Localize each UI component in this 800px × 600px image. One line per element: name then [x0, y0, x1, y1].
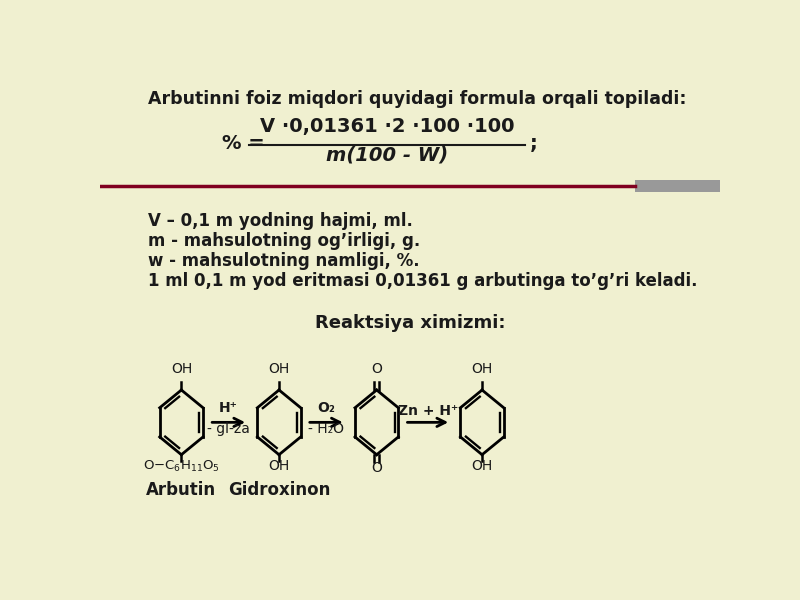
- Text: O: O: [371, 362, 382, 376]
- Text: m(100 - W): m(100 - W): [326, 146, 448, 164]
- Text: OH: OH: [471, 459, 493, 473]
- Text: OH: OH: [170, 362, 192, 376]
- Text: Gidroxinon: Gidroxinon: [228, 481, 330, 499]
- Text: % =: % =: [222, 134, 266, 153]
- Text: O: O: [371, 461, 382, 475]
- Bar: [634, 180, 720, 192]
- Text: Zn + H⁺: Zn + H⁺: [398, 404, 458, 418]
- Text: O$-$C$_6$H$_{11}$O$_5$: O$-$C$_6$H$_{11}$O$_5$: [143, 459, 220, 474]
- Text: Reaktsiya ximizmi:: Reaktsiya ximizmi:: [314, 314, 506, 332]
- Text: V – 0,1 m yodning hajmi, ml.: V – 0,1 m yodning hajmi, ml.: [148, 212, 413, 230]
- Text: 1 ml 0,1 m yod eritmasi 0,01361 g arbutinga to’g’ri keladi.: 1 ml 0,1 m yod eritmasi 0,01361 g arbuti…: [148, 272, 698, 290]
- Text: O₂: O₂: [318, 401, 335, 415]
- Text: Arbutinni foiz miqdori quyidagi formula orqali topiladi:: Arbutinni foiz miqdori quyidagi formula …: [148, 91, 686, 109]
- Text: Arbutin: Arbutin: [146, 481, 217, 499]
- Text: - H₂O: - H₂O: [308, 422, 344, 436]
- Text: ;: ;: [530, 134, 538, 153]
- Text: OH: OH: [471, 362, 493, 376]
- Text: - gl-za: - gl-za: [207, 422, 250, 436]
- Text: OH: OH: [268, 459, 290, 473]
- Text: V ·0,01361 ·2 ·100 ·100: V ·0,01361 ·2 ·100 ·100: [259, 117, 514, 136]
- Text: w - mahsulotning namligi, %.: w - mahsulotning namligi, %.: [148, 252, 420, 270]
- Text: OH: OH: [268, 362, 290, 376]
- Text: m - mahsulotning og’irligi, g.: m - mahsulotning og’irligi, g.: [148, 232, 420, 250]
- Text: H⁺: H⁺: [219, 401, 238, 415]
